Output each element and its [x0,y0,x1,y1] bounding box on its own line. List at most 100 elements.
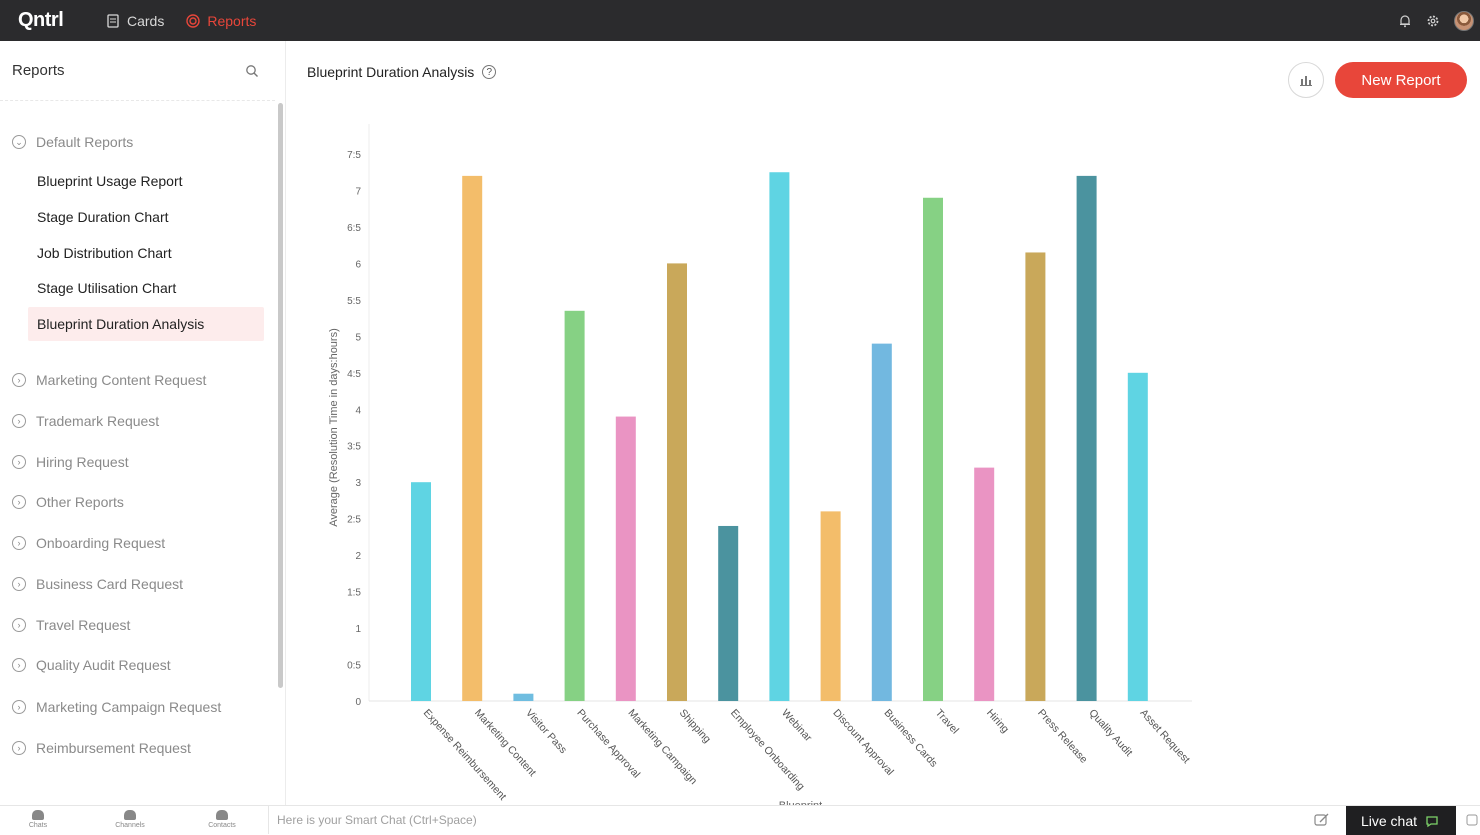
chevron-right-icon: › [12,495,26,509]
y-tick-label: 6 [355,259,361,270]
sidebar-title: Reports [12,62,65,79]
y-tick-label: 0 [355,697,361,708]
sidebar-item-label: Stage Duration Chart [37,209,169,225]
expand-icon[interactable] [1466,814,1478,826]
contacts-button[interactable]: Contacts [192,810,252,829]
chevron-right-icon: › [12,741,26,755]
chevron-right-icon: › [12,373,26,387]
top-bar: Qntrl Cards Reports [0,0,1480,41]
y-tick-label: 1 [355,624,361,635]
chevron-right-icon: › [12,414,26,428]
group-label: Reimbursement Request [36,740,191,756]
chart-type-button[interactable] [1288,62,1324,98]
y-tick-label: 7 [355,186,361,197]
sidebar-item-stage-duration-chart[interactable]: Stage Duration Chart [28,200,264,234]
group-label: Marketing Content Request [36,372,207,388]
y-tick-label: 6:5 [347,223,361,234]
bar [615,416,636,701]
group-hiring-request[interactable]: › Hiring Request [12,454,129,470]
nav-reports[interactable]: Reports [182,0,260,41]
chevron-right-icon: › [12,618,26,632]
x-tick-label: Asset Request [1138,707,1193,766]
sidebar-item-blueprint-usage-report[interactable]: Blueprint Usage Report [28,164,264,198]
search-icon[interactable] [245,64,259,78]
y-tick-label: 4 [355,405,361,416]
group-label: Onboarding Request [36,535,166,551]
chevron-down-icon: ⌄ [12,135,26,149]
sidebar: Reports ⌄ Default Reports Blueprint Usag… [0,41,286,805]
sidebar-item-label: Stage Utilisation Chart [37,280,177,296]
sidebar-item-label: Blueprint Usage Report [37,173,183,189]
x-tick-label: Visitor Pass [523,707,569,756]
y-tick-label: 3 [355,478,361,489]
chats-label: Chats [28,822,48,829]
group-travel-request[interactable]: › Travel Request [12,617,130,633]
y-tick-label: 2 [355,551,361,562]
nav-reports-label: Reports [207,12,257,29]
bar [462,175,483,701]
y-tick-label: 1:5 [347,588,361,599]
app-logo[interactable]: Qntrl [18,9,64,31]
x-axis-label: Blueprint [779,800,822,805]
group-label: Travel Request [36,617,131,633]
group-label: Trademark Request [36,413,160,429]
bar-chart-icon [1300,76,1312,86]
contact-icon [216,810,228,820]
group-label: Business Card Request [36,576,184,592]
group-quality-audit-request[interactable]: › Quality Audit Request [12,657,171,673]
group-default-reports[interactable]: ⌄ Default Reports [12,134,133,150]
page-title-text: Blueprint Duration Analysis [307,64,475,80]
group-trademark-request[interactable]: › Trademark Request [12,413,159,429]
chevron-right-icon: › [12,455,26,469]
y-axis-label: Average (Resolution Time in days:hours) [328,328,340,527]
smart-chat-input[interactable]: Here is your Smart Chat (Ctrl+Space) [268,806,1298,834]
group-label: Other Reports [36,494,124,510]
sidebar-item-job-distribution-chart[interactable]: Job Distribution Chart [28,236,264,270]
x-tick-label: Business Cards [882,707,940,770]
compose-icon[interactable] [1314,813,1330,827]
group-other-reports[interactable]: › Other Reports [12,494,124,510]
group-onboarding-request[interactable]: › Onboarding Request [12,535,165,551]
bar-chart: 0 0:5 1 1:5 2 2:5 3 3:5 4 4:5 5 5:5 6 6:5 7 7:5 Average … [328,124,1193,805]
x-tick-label: Expense Reimbursement [421,707,509,803]
sidebar-scrollbar[interactable] [278,103,283,688]
bell-icon[interactable] [1398,14,1412,28]
x-tick-label: Quality Audit [1086,707,1134,759]
bar [564,310,585,701]
y-tick-label: 3:5 [347,442,361,453]
bar [718,525,739,701]
sidebar-item-label: Blueprint Duration Analysis [37,316,205,332]
sidebar-item-label: Job Distribution Chart [37,245,172,261]
group-label: Default Reports [36,134,134,150]
group-reimbursement-request[interactable]: › Reimbursement Request [12,740,191,756]
avatar[interactable] [1454,10,1474,31]
bar [820,511,841,701]
live-chat-label: Live chat [1360,812,1418,829]
bar [1025,252,1046,701]
live-chat-icon [1426,815,1438,827]
group-business-card-request[interactable]: › Business Card Request [12,576,183,592]
chats-button[interactable]: Chats [8,810,68,829]
sidebar-item-stage-utilisation-chart[interactable]: Stage Utilisation Chart [28,271,264,305]
channels-button[interactable]: Channels [100,810,160,829]
gear-icon[interactable] [1426,14,1440,28]
x-tick-label: Travel [933,707,961,736]
y-tick-label: 5:5 [347,296,361,307]
y-tick-label: 2:5 [347,515,361,526]
chat-icon [32,810,44,820]
new-report-button[interactable]: New Report [1335,62,1467,98]
nav-cards-label: Cards [127,12,165,29]
sidebar-item-blueprint-duration-analysis[interactable]: Blueprint Duration Analysis [28,307,264,341]
page-title: Blueprint Duration Analysis ? [307,64,497,80]
live-chat-button[interactable]: Live chat [1346,806,1456,835]
bar [769,172,790,701]
chevron-right-icon: › [12,658,26,672]
bar [667,263,687,701]
group-marketing-content-request[interactable]: › Marketing Content Request [12,372,206,388]
group-marketing-campaign-request[interactable]: › Marketing Campaign Request [12,699,221,715]
nav-cards[interactable]: Cards [102,0,168,41]
y-tick-label: 5 [355,332,361,343]
help-icon[interactable]: ? [482,65,497,79]
bar [974,467,995,701]
chevron-right-icon: › [12,536,26,550]
